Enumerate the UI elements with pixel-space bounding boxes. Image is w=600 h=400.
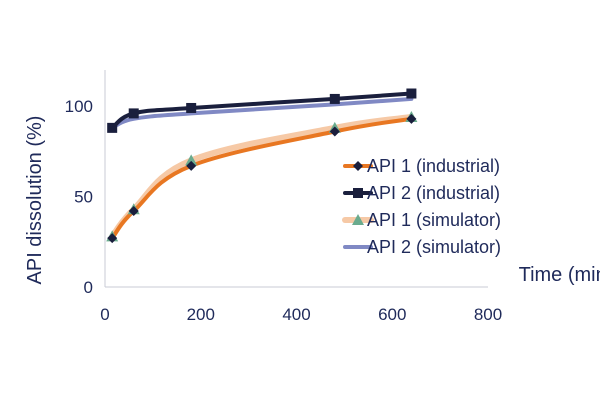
- series-lines-layer: [109, 91, 415, 241]
- series-line: [110, 96, 414, 130]
- x-tick-label: 400: [282, 305, 310, 324]
- data-point: [329, 126, 340, 137]
- y-tick-label: 0: [84, 278, 93, 297]
- y-tick-label: 100: [65, 97, 93, 116]
- x-tick-label: 200: [187, 305, 215, 324]
- legend-label: API 2 (simulator): [367, 237, 501, 257]
- x-tick-label: 600: [378, 305, 406, 324]
- x-tick-label: 0: [100, 305, 109, 324]
- data-point: [128, 206, 139, 217]
- y-tick-label: 50: [74, 188, 93, 207]
- x-tick-label: 800: [474, 305, 502, 324]
- data-point: [107, 233, 118, 244]
- series-line: [110, 116, 414, 241]
- legend-label: API 1 (industrial): [367, 156, 500, 176]
- x-axis-title: Time (min): [519, 264, 600, 286]
- data-point: [406, 113, 417, 124]
- data-point: [185, 154, 198, 166]
- ticks-layer: 0 200 400 600 800 0 50 100: [65, 97, 503, 324]
- data-point: [186, 102, 197, 113]
- data-point: [329, 93, 340, 104]
- legend-swatch-marker: [353, 161, 363, 171]
- y-axis-title: API dissolution (%): [24, 116, 46, 285]
- legend-swatch-marker: [353, 188, 363, 198]
- legend: API 1 (industrial) API 2 (industrial) API …: [342, 156, 501, 257]
- legend-label: API 1 (simulator): [367, 210, 501, 230]
- data-point: [406, 88, 417, 99]
- legend-label: API 2 (industrial): [367, 183, 500, 203]
- legend-swatch-marker: [352, 214, 364, 225]
- data-point: [186, 160, 197, 171]
- data-point: [128, 108, 139, 119]
- series-markers-layer: [106, 88, 418, 244]
- data-point: [107, 122, 118, 133]
- series-line: [110, 91, 414, 130]
